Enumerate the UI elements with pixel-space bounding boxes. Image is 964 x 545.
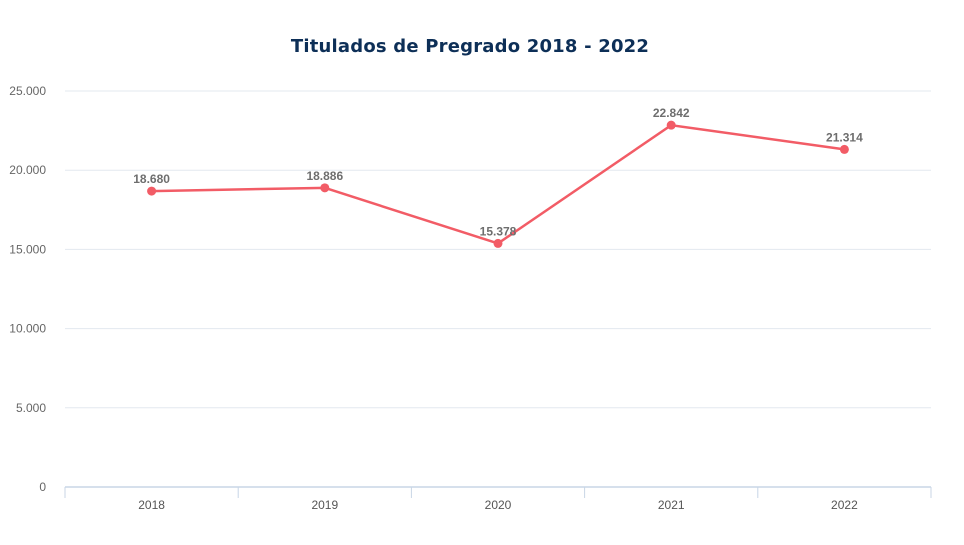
x-axis: 2018 2019 2020 2021 2022 — [64, 486, 932, 512]
x-tick-label: 2019 — [311, 498, 338, 512]
y-axis: 0 5.000 10.000 15.000 20.000 25.000 — [9, 84, 46, 494]
y-tick-label: 20.000 — [9, 163, 46, 177]
data-label: 22.842 — [653, 106, 690, 120]
data-point[interactable] — [320, 183, 330, 193]
data-label: 15.378 — [480, 224, 517, 238]
y-tick-label: 0 — [39, 480, 46, 494]
data-label: 21.314 — [826, 130, 863, 144]
data-labels: 18.680 18.886 15.378 22.842 21.314 — [133, 106, 863, 238]
data-point[interactable] — [666, 120, 676, 130]
data-label: 18.886 — [306, 169, 343, 183]
x-tick-label: 2020 — [485, 498, 512, 512]
x-tick-label: 2021 — [658, 498, 685, 512]
data-point[interactable] — [839, 144, 849, 154]
gridlines — [65, 90, 931, 409]
data-point[interactable] — [493, 238, 503, 248]
y-tick-label: 25.000 — [9, 84, 46, 98]
data-label: 18.680 — [133, 172, 170, 186]
x-tick-label: 2022 — [831, 498, 858, 512]
y-tick-label: 15.000 — [9, 242, 46, 256]
y-tick-label: 10.000 — [9, 322, 46, 336]
x-tick-label: 2018 — [138, 498, 165, 512]
data-point[interactable] — [147, 186, 157, 196]
y-tick-label: 5.000 — [16, 401, 46, 415]
series-titulados — [147, 120, 849, 248]
chart-title: Titulados de Pregrado 2018 - 2022 — [290, 36, 650, 57]
